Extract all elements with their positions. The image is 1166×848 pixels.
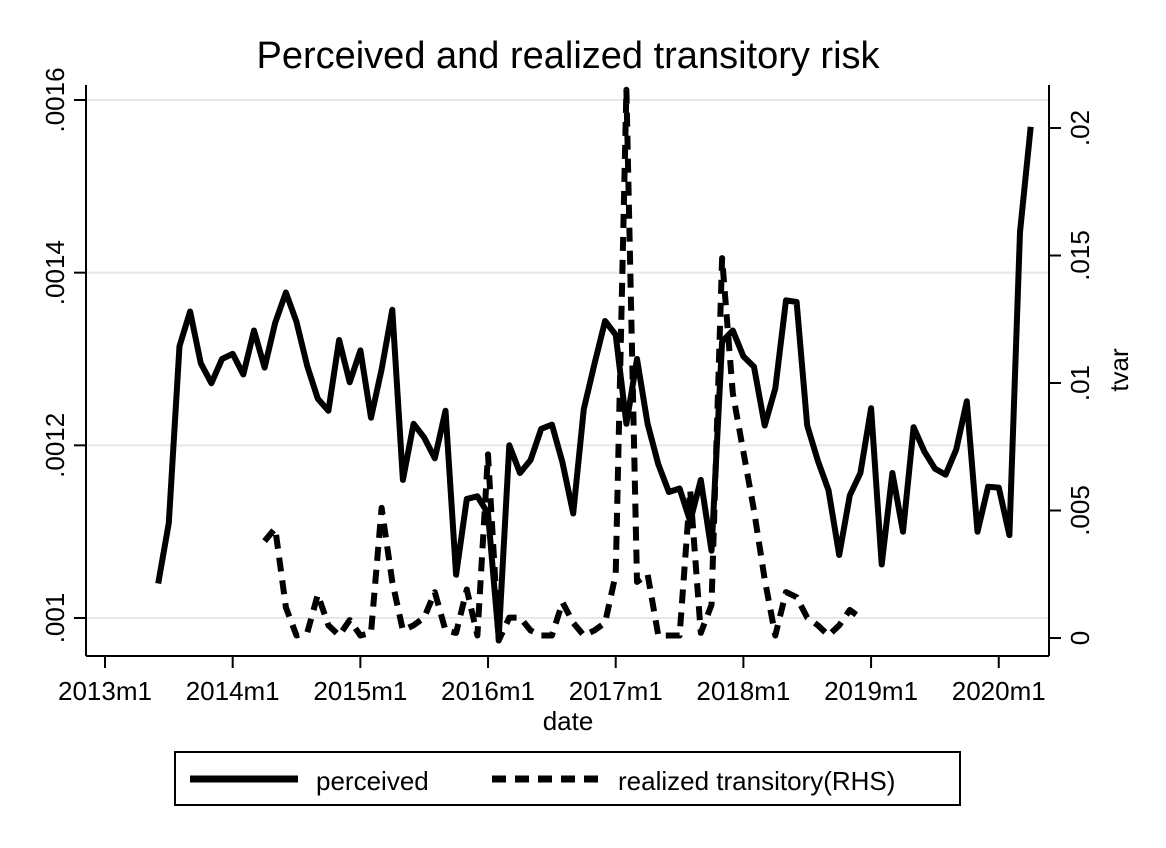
right-y-tick-label: .02 xyxy=(1065,110,1095,146)
x-tick-label: 2014m1 xyxy=(186,676,280,706)
x-tick-label: 2015m1 xyxy=(313,676,407,706)
legend-label-realized: realized transitory(RHS) xyxy=(618,766,895,796)
axes: .001 .0012 .0014 .0016 0 .005 .01 .015 .02 2013m1… xyxy=(40,67,1095,706)
x-tick-label: 2019m1 xyxy=(824,676,918,706)
left-y-tick-label: .001 xyxy=(40,593,70,644)
chart-title: Perceived and realized transitory risk xyxy=(256,35,880,77)
right-y-tick-label: .01 xyxy=(1065,365,1095,401)
x-tick-label: 2017m1 xyxy=(569,676,663,706)
right-y-tick-label: 0 xyxy=(1065,631,1095,645)
x-tick-label: 2020m1 xyxy=(952,676,1046,706)
x-axis-title: date xyxy=(543,706,594,736)
series-line-perceived xyxy=(155,126,1034,641)
right-y-tick-label: .005 xyxy=(1065,485,1095,536)
legend: perceived realized transitory(RHS) xyxy=(174,751,961,806)
left-y-tick-label: .0012 xyxy=(40,413,70,478)
series-line-realized xyxy=(262,86,863,644)
right-y-tick-label: .015 xyxy=(1065,230,1095,281)
x-tick-label: 2016m1 xyxy=(441,676,535,706)
gridlines xyxy=(86,99,1049,619)
legend-label-perceived: perceived xyxy=(316,766,429,796)
left-y-tick-label: .0014 xyxy=(40,240,70,305)
x-tick-label: 2018m1 xyxy=(696,676,790,706)
left-y-tick-label: .0016 xyxy=(40,67,70,132)
series-layer xyxy=(155,86,1034,644)
right-y-axis-title: tvar xyxy=(1104,348,1134,392)
x-tick-label: 2013m1 xyxy=(58,676,152,706)
